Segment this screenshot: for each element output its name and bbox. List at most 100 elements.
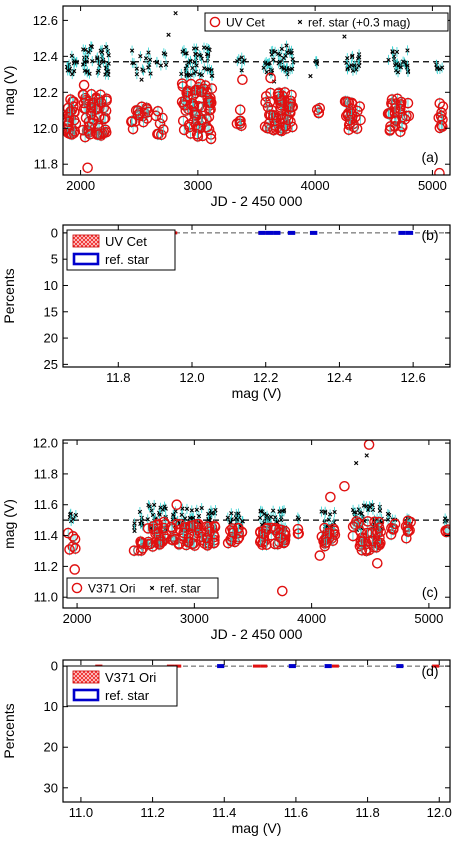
legend-marker-x-c xyxy=(149,585,155,591)
ref-point-c xyxy=(147,504,152,509)
target-point-a xyxy=(345,103,357,114)
ref-point-a xyxy=(147,57,153,62)
ref-point-c xyxy=(184,506,190,512)
x-axis-label-c: JD - 2 450 000 xyxy=(211,626,303,642)
ref-point-c xyxy=(187,515,193,521)
ref-point-a xyxy=(386,57,391,63)
target-point-a xyxy=(437,101,449,112)
target-point-a xyxy=(95,89,106,101)
target-point-a xyxy=(437,114,448,125)
ref-point-c xyxy=(277,509,282,514)
legend-label-target-a: UV Cet xyxy=(226,16,265,30)
ref-point-c xyxy=(364,453,369,458)
target-point-c xyxy=(339,480,350,492)
ref-point-c xyxy=(322,509,328,514)
ref-point-a xyxy=(287,50,293,55)
legend-label-reference-a: ref. star (+0.3 mag) xyxy=(308,16,410,30)
ref-point-a xyxy=(85,69,90,74)
ref-point-c xyxy=(170,512,176,517)
ref-point-a xyxy=(356,55,362,60)
ref-point-a xyxy=(101,59,106,64)
y-axis-label-c: mag (V) xyxy=(1,499,17,549)
target-point-c xyxy=(292,523,304,535)
axes-frame-a xyxy=(62,5,451,176)
legend-marker-circle-c xyxy=(71,582,83,594)
target-point-a xyxy=(342,96,353,108)
ref-point-c xyxy=(233,515,239,521)
target-point-c xyxy=(204,526,216,537)
ref-point-a xyxy=(205,52,211,57)
legend-swatch-target-d xyxy=(72,670,100,684)
axes-frame-d xyxy=(62,659,451,803)
ref-point-c xyxy=(278,517,284,523)
ref-point-c xyxy=(191,515,196,521)
x-tick-label-b: 12.0 xyxy=(179,370,204,385)
target-point-a xyxy=(395,126,406,138)
target-point-a xyxy=(78,97,90,109)
target-point-a xyxy=(234,104,246,116)
target-point-a xyxy=(265,72,276,84)
target-point-c xyxy=(144,538,156,550)
target-point-a xyxy=(127,123,139,135)
target-point-a xyxy=(82,162,93,174)
ref-point-c xyxy=(261,511,267,517)
ref-point-a xyxy=(173,11,178,16)
target-point-c xyxy=(165,521,177,533)
ref-point-c xyxy=(257,515,263,521)
target-point-c xyxy=(440,526,450,538)
ref-point-a xyxy=(65,68,70,73)
axes-frame-c xyxy=(62,439,451,609)
target-point-c xyxy=(349,519,361,530)
ref-point-c xyxy=(151,502,157,508)
ref-point-a xyxy=(356,63,362,69)
ref-point-a xyxy=(129,48,135,53)
legend-d: V371 Ori ref. star xyxy=(66,665,178,707)
ref-point-a xyxy=(106,61,111,66)
ref-point-a xyxy=(134,71,140,77)
ref-point-a xyxy=(204,45,210,51)
target-point-c xyxy=(187,520,199,531)
ref-point-a xyxy=(279,65,284,70)
target-point-a xyxy=(390,115,402,127)
x-tick-label-d: 12.0 xyxy=(427,805,452,820)
target-point-c xyxy=(389,518,401,530)
y-tick-label-d: 30 xyxy=(44,780,58,795)
ref-point-a xyxy=(235,58,240,64)
legend-a: UV Cet ref. star (+0.3 mag) xyxy=(204,12,449,32)
target-point-c xyxy=(329,529,341,541)
ref-point-a xyxy=(434,65,440,70)
target-point-a xyxy=(272,88,284,100)
target-point-c xyxy=(275,532,286,544)
target-point-c xyxy=(442,524,450,535)
target-point-a xyxy=(282,114,294,126)
ref-point-c xyxy=(236,511,241,516)
ref-point-a xyxy=(279,46,285,52)
x-tick-label-d: 11.0 xyxy=(69,805,93,820)
ref-point-c xyxy=(173,509,178,514)
ref-point-a xyxy=(272,49,278,54)
ref-point-c xyxy=(357,510,363,516)
ref-point-c xyxy=(206,511,211,517)
legend-label-reference-c: ref. star xyxy=(160,582,201,596)
ref-point-a xyxy=(345,55,350,61)
legend-label-reference-b: ref. star xyxy=(105,252,150,267)
ref-point-c xyxy=(182,516,188,521)
y-axis-label-a: mag (V) xyxy=(1,66,17,116)
ref-point-c xyxy=(132,528,137,534)
ref-point-a xyxy=(99,50,104,55)
ref-point-a xyxy=(197,71,202,77)
ref-point-c xyxy=(364,504,369,509)
ref-point-a xyxy=(166,32,171,37)
target-point-c xyxy=(362,516,374,527)
target-point-c xyxy=(188,538,199,549)
ref-point-a xyxy=(197,52,202,58)
target-point-a xyxy=(436,120,447,131)
y-tick-label-a: 12.6 xyxy=(33,13,58,28)
ref-point-a xyxy=(290,57,295,62)
ref-point-a xyxy=(146,50,151,55)
target-point-a xyxy=(181,86,193,98)
ref-point-a xyxy=(131,60,137,66)
target-point-c xyxy=(128,545,140,556)
target-point-a xyxy=(158,124,169,135)
y-tick-label-b: 20 xyxy=(44,331,58,346)
